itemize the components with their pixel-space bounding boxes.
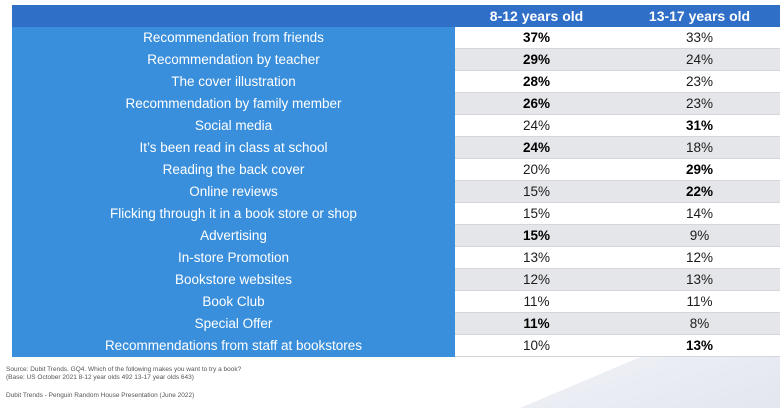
row-label: Book Club <box>202 294 265 309</box>
value-8-12: 28% <box>522 74 551 89</box>
table-header: 8-12 years old 13-17 years old <box>12 5 780 27</box>
value-8-12: 15% <box>522 228 551 243</box>
value-8-12: 10% <box>522 338 551 353</box>
column-header-8-12: 8-12 years old <box>489 8 584 24</box>
value-13-17: 33% <box>685 30 714 45</box>
column-header-13-17: 13-17 years old <box>648 8 751 24</box>
table-row: 11% 8% <box>455 313 780 335</box>
value-13-17: 23% <box>685 74 714 89</box>
table-row: 15% 9% <box>455 225 780 247</box>
value-8-12: 13% <box>522 250 551 265</box>
value-8-12: 11% <box>523 294 550 309</box>
value-13-17: 29% <box>685 162 714 177</box>
value-13-17: 18% <box>685 140 714 155</box>
table-row: 37% 33% <box>455 27 780 49</box>
table-row: 15% 14% <box>455 203 780 225</box>
row-label: Special Offer <box>194 316 273 331</box>
value-13-17: 12% <box>685 250 714 265</box>
value-8-12: 11% <box>523 316 550 331</box>
header-spacer <box>12 5 455 27</box>
row-label: Social media <box>194 118 273 133</box>
row-label: Bookstore websites <box>174 272 293 287</box>
row-label: Recommendations from staff at bookstores <box>104 338 363 353</box>
table-row: 10% 13% <box>455 335 780 357</box>
value-13-17: 22% <box>685 184 714 199</box>
value-13-17: 13% <box>685 272 714 287</box>
value-8-12: 12% <box>522 272 551 287</box>
table-row: 12% 13% <box>455 269 780 291</box>
table-row: 15% 22% <box>455 181 780 203</box>
row-label: Recommendation by family member <box>125 96 342 111</box>
values-column: 37% 33% 29% 24% 28% 23% 26% 23% 24% 31% 24% 18% 20% 2… <box>455 27 780 357</box>
row-label: Recommendation from friends <box>143 30 324 45</box>
value-8-12: 15% <box>522 206 551 221</box>
value-8-12: 26% <box>522 96 551 111</box>
row-label: Online reviews <box>189 184 278 199</box>
table-row: 20% 29% <box>455 159 780 181</box>
source-note: Source: Dubit Trends. GQ4. Which of the … <box>6 366 242 373</box>
data-table: 8-12 years old 13-17 years old Recommend… <box>12 5 780 357</box>
value-13-17: 13% <box>685 338 714 353</box>
table-row: 13% 12% <box>455 247 780 269</box>
value-13-17: 8% <box>689 316 710 331</box>
row-label: It’s been read in class at school <box>139 140 328 155</box>
row-label: Reading the back cover <box>162 162 305 177</box>
value-13-17: 14% <box>685 206 714 221</box>
row-label: The cover illustration <box>171 74 296 89</box>
row-label: Recommendation by teacher <box>147 52 320 67</box>
value-13-17: 24% <box>685 52 714 67</box>
row-label: Flicking through it in a book store or s… <box>110 206 357 221</box>
value-13-17: 9% <box>689 228 710 243</box>
table-row: 24% 31% <box>455 115 780 137</box>
value-8-12: 15% <box>522 184 551 199</box>
row-label: In-store Promotion <box>177 250 290 265</box>
value-8-12: 24% <box>522 118 551 133</box>
value-8-12: 29% <box>522 52 551 67</box>
value-8-12: 24% <box>522 140 551 155</box>
credit-note: Dubit Trends - Penguin Random House Pres… <box>6 392 195 399</box>
value-13-17: 23% <box>685 96 714 111</box>
table-row: 29% 24% <box>455 49 780 71</box>
table-row: 26% 23% <box>455 93 780 115</box>
row-label: Advertising <box>200 228 267 243</box>
value-8-12: 20% <box>522 162 551 177</box>
value-8-12: 37% <box>522 30 551 45</box>
base-note: (Base: US October 2021 8-12 year olds 49… <box>6 374 194 381</box>
row-labels-column: Recommendation from friends Recommendatio… <box>12 27 455 357</box>
value-13-17: 11% <box>686 294 713 309</box>
value-13-17: 31% <box>685 118 714 133</box>
table-row: 11% 11% <box>455 291 780 313</box>
table-row: 28% 23% <box>455 71 780 93</box>
table-row: 24% 18% <box>455 137 780 159</box>
